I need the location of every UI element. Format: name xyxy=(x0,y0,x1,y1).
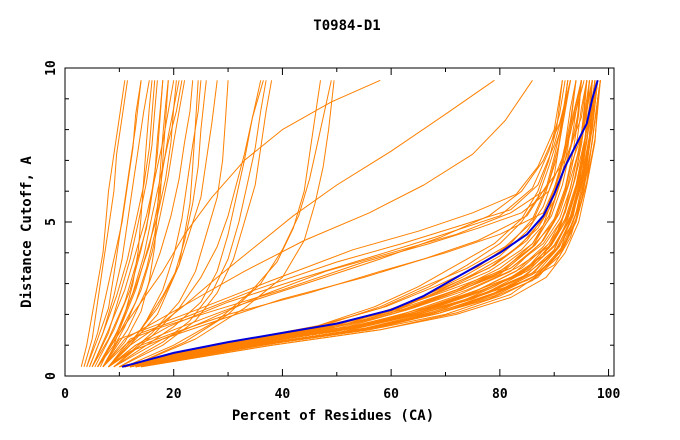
x-axis-label: Percent of Residues (CA) xyxy=(232,408,434,424)
model-curve-74 xyxy=(113,80,262,368)
model-curve-1 xyxy=(121,80,599,368)
model-curve-46 xyxy=(108,80,571,368)
model-curve-56 xyxy=(89,80,150,367)
x-tick-label-0: 0 xyxy=(61,387,69,402)
model-curve-41 xyxy=(130,80,596,368)
model-curve-67 xyxy=(102,80,186,368)
model-curve-65 xyxy=(97,80,183,368)
model-curve-62 xyxy=(91,80,175,368)
model-curve-81 xyxy=(108,80,202,368)
highlight-curve xyxy=(121,80,599,368)
model-curve-24 xyxy=(124,80,577,368)
model-curve-40 xyxy=(124,80,582,368)
x-tick-label-80: 80 xyxy=(492,387,508,402)
highlight-layer xyxy=(121,80,599,368)
model-curve-76 xyxy=(113,80,264,368)
chart-title: T0984-D1 xyxy=(313,18,380,34)
x-tick-label-40: 40 xyxy=(275,387,291,402)
x-tick-label-60: 60 xyxy=(383,387,399,402)
model-curve-58 xyxy=(83,80,128,367)
y-axis-label: Distance Cutoff, A xyxy=(19,156,35,308)
y-tick-label-10: 10 xyxy=(44,60,59,76)
model-curve-73 xyxy=(108,80,199,368)
model-curve-53 xyxy=(97,79,381,368)
model-curve-44 xyxy=(108,80,582,368)
series-layer xyxy=(80,79,601,368)
model-curve-71 xyxy=(108,80,218,368)
model-curve-68 xyxy=(102,80,194,368)
model-curve-49 xyxy=(108,80,566,368)
model-curve-50 xyxy=(108,80,588,368)
model-curve-82 xyxy=(97,80,153,368)
model-curve-36 xyxy=(141,80,601,368)
y-tick-label-0: 0 xyxy=(44,372,59,380)
model-curve-59 xyxy=(86,80,142,367)
x-tick-label-100: 100 xyxy=(597,387,621,402)
model-curve-61 xyxy=(89,80,156,367)
model-curve-57 xyxy=(80,80,126,367)
model-curve-72 xyxy=(113,80,229,368)
model-curve-52 xyxy=(108,79,495,368)
model-curve-63 xyxy=(94,80,164,368)
y-tick-label-5: 5 xyxy=(44,218,59,226)
model-curve-78 xyxy=(129,80,332,368)
model-curve-83 xyxy=(102,80,169,368)
model-curve-69 xyxy=(97,80,169,368)
x-tick-label-20: 20 xyxy=(166,387,182,402)
model-curve-42 xyxy=(135,80,599,368)
model-curve-54 xyxy=(91,80,164,368)
ticks-layer: 0 20 40 60 80 100 0 5 10 xyxy=(44,60,620,402)
model-curve-80 xyxy=(130,80,335,368)
model-curve-47 xyxy=(113,80,569,368)
model-curve-75 xyxy=(119,80,267,368)
model-curve-79 xyxy=(119,80,273,368)
model-curve-48 xyxy=(102,80,563,368)
